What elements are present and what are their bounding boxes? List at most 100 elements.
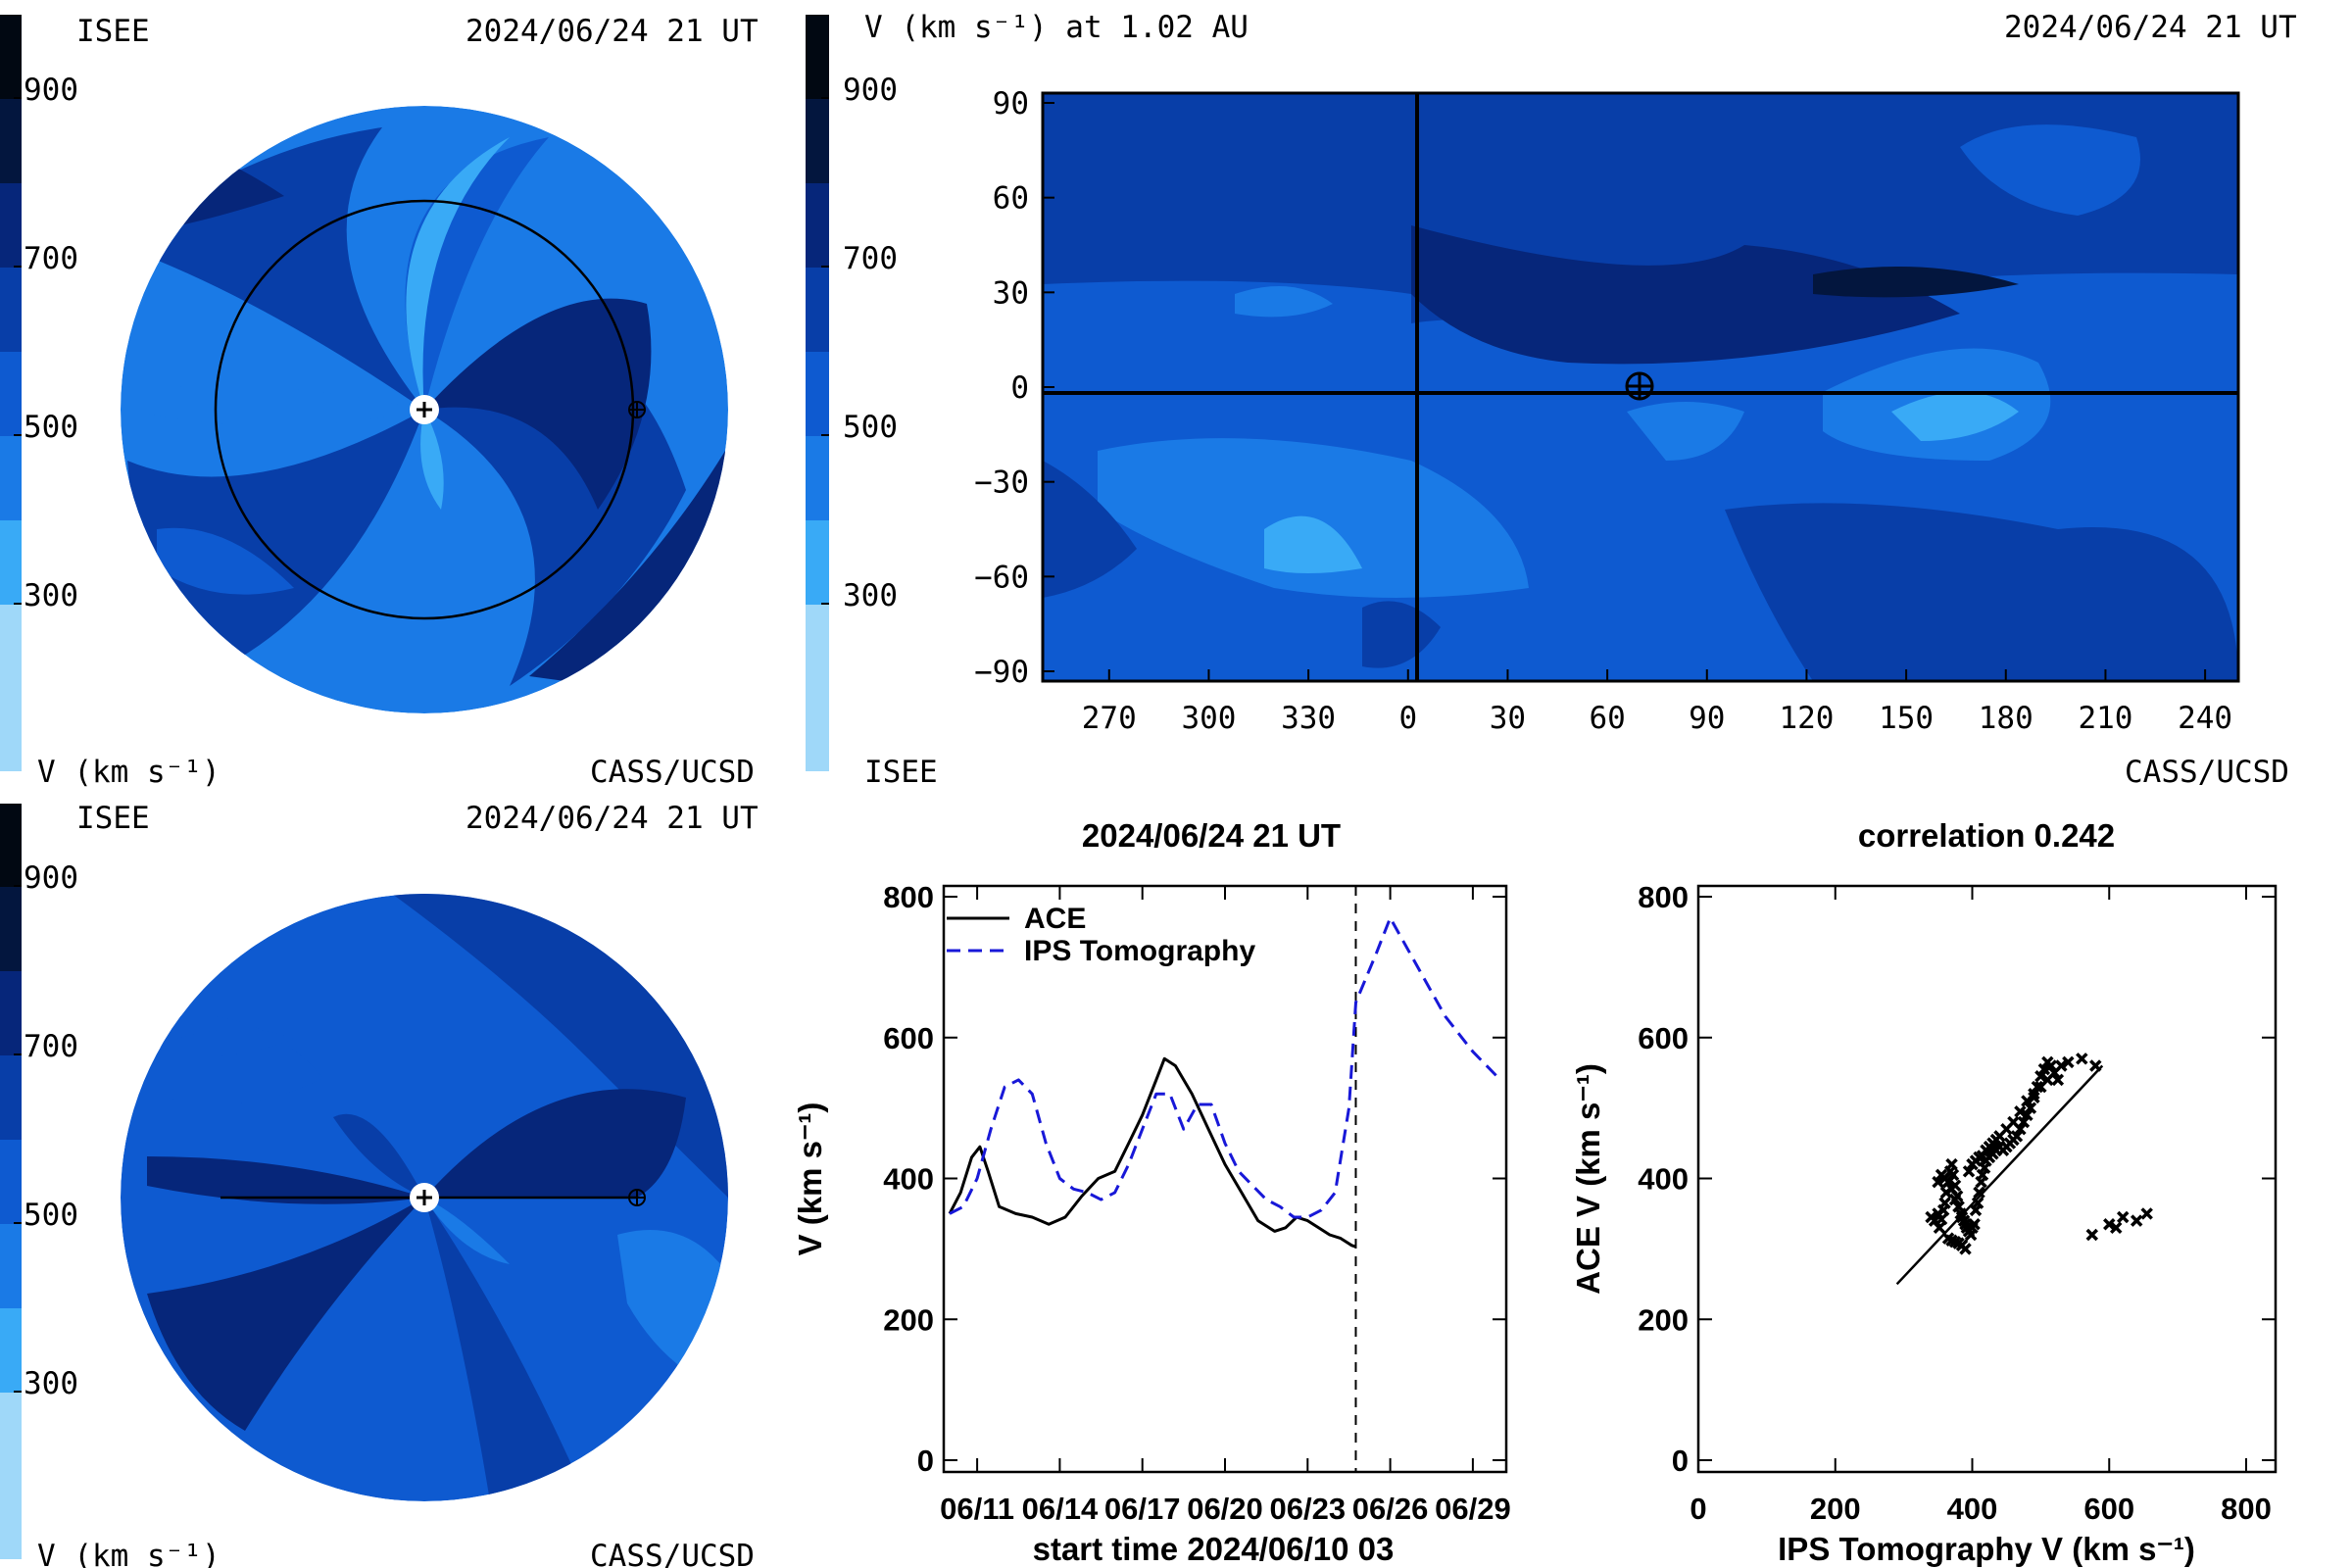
timeseries-title: 2024/06/24 21 UT [1082,817,1341,854]
legend-ace: ACE [1024,903,1086,935]
ts-x-tick-label: 06/26 [1352,1492,1429,1526]
legend-ips: IPS Tomography [1024,935,1255,967]
scatter-xlabel: IPS Tomography V (km s⁻¹) [1778,1531,2195,1567]
credit-label: CASS/UCSD [2125,755,2289,790]
earth-marker [1625,371,1654,401]
timeseries-panel: 2024/06/24 21 UT 800 600 400 200 006/11 06/14… [792,817,1511,1567]
scatter-panel: correlation 0.242 800 600 400 200 00 200 400 60… [1570,817,2278,1567]
map-title: V (km s⁻¹) at 1.02 AU [864,10,1249,45]
timeseries-xlabel: start time 2024/06/10 03 [1033,1531,1395,1567]
scatter-point [1973,1186,1985,1200]
heatmap-x-tick-label: 180 [1979,701,2034,736]
scatter-point [2110,1221,2123,1235]
sc-y-tick-label: 400 [1638,1162,1689,1197]
top-left-colorbar: 900 700 500 300 [0,15,78,771]
top-left-panel: 900 700 500 300 ISEE 2024/06/24 21 UT V … [0,14,759,790]
sc-x-tick-label: 600 [2083,1492,2134,1526]
scatter-point [2130,1214,2143,1227]
colorbar-tick: 300 [843,578,898,613]
colorbar-tick: 900 [24,860,78,896]
scatter-point [1945,1183,1958,1196]
scatter-point [2076,1053,2088,1065]
scatter-title: correlation 0.242 [1858,817,2115,854]
colorbar-seg [0,183,22,268]
colorbar-seg [0,268,22,352]
heatmap-x-ticks: 270 300 330 0 30 60 90 120 150 180 210 240 [1082,669,2232,736]
credit-label: CASS/UCSD [590,1539,755,1568]
scatter-point [2007,1115,2020,1129]
colorbar-seg [0,15,22,99]
heatmap-y-tick-label: −60 [974,560,1029,595]
colorbar-seg [0,520,22,605]
scatter-point [2034,1070,2047,1083]
heatmap-x-tick-label: 270 [1082,701,1137,736]
heatmap-x-tick-label: 150 [1879,701,1934,736]
ts-y-tick-label: 800 [883,880,934,914]
scatter-point [2028,1091,2040,1104]
bottom-left-colorbar: 900 700 500 300 [0,804,78,1559]
date-label: 2024/06/24 21 UT [2004,10,2297,45]
timeseries-ylabel: V (km s⁻¹) [792,1102,828,1256]
heatmap-x-tick-label: 330 [1281,701,1336,736]
heatmap-y-tick-label: −30 [974,466,1029,501]
scatter-point [2037,1062,2051,1076]
heatmap-y-tick-label: 60 [993,181,1029,217]
scatter-point [2014,1104,2027,1118]
ts-y-tick-label: 0 [917,1444,934,1478]
scatter-ylabel: ACE V (km s⁻¹) [1570,1063,1606,1295]
scatter-point [2062,1055,2075,1069]
timeseries-frame [942,884,1508,1474]
sc-x-tick-label: 400 [1947,1492,1998,1526]
colorbar-seg [0,436,22,520]
scatter-point [2044,1059,2058,1072]
scatter-point [2089,1059,2102,1072]
top-right-panel: 900 700 500 300 V (km s⁻¹) at 1.02 AU 20… [806,10,2297,790]
isee-label: ISEE [864,755,938,790]
sun-marker [410,1183,439,1212]
heatmap-x-tick-label: 30 [1490,701,1526,736]
ts-x-tick-label: 06/17 [1104,1492,1181,1526]
colorbar-tick: 700 [843,241,898,276]
ts-y-tick-label: 200 [883,1302,934,1337]
timeseries-lines [948,916,1502,1249]
timeseries-legend: ACE IPS Tomography [947,903,1255,967]
scatter-point [1948,1193,1962,1206]
ts-x-tick-label: 06/14 [1022,1492,1099,1526]
colorbar-tick: 300 [24,578,78,613]
heatmap-x-tick-label: 90 [1689,701,1725,736]
earth-marker [628,1189,646,1206]
scatter-point [2140,1207,2153,1220]
sc-y-tick-label: 0 [1672,1444,1689,1478]
scatter-point [1935,1212,1948,1226]
heatmap-y-tick-label: −90 [974,655,1029,690]
isee-label: ISEE [76,14,150,49]
sc-y-tick-label: 800 [1638,880,1689,914]
sc-y-tick-label: 200 [1638,1302,1689,1337]
colorbar-tick: 500 [24,410,78,445]
isee-label: ISEE [76,801,150,836]
unit-label: V (km s⁻¹) [37,755,220,790]
colorbar-seg [0,352,22,436]
scatter-point [1959,1243,1972,1255]
scatter-point [1935,1168,1948,1182]
colorbar-tick: 500 [24,1198,78,1233]
colorbar-seg [0,99,22,183]
colorbar-tick: 300 [24,1366,78,1401]
ts-x-tick-label: 06/20 [1187,1492,1263,1526]
ts-x-tick-label: 06/11 [940,1492,1014,1526]
heatmap-x-tick-label: 0 [1398,701,1417,736]
latlon-heatmap [1043,93,2238,681]
scatter-point [2024,1102,2037,1114]
scatter-point [1952,1200,1965,1213]
scatter-point [2051,1073,2065,1087]
scatter-point [1962,1165,1976,1178]
ts-x-tick-label: 06/23 [1270,1492,1347,1526]
scatter-point [1968,1217,1981,1231]
heatmap-y-tick-label: 90 [993,86,1029,122]
scatter-point [2085,1228,2099,1242]
scatter-point [1945,1157,1958,1171]
scatter-point [2103,1217,2116,1231]
heatmap-x-tick-label: 60 [1589,701,1625,736]
